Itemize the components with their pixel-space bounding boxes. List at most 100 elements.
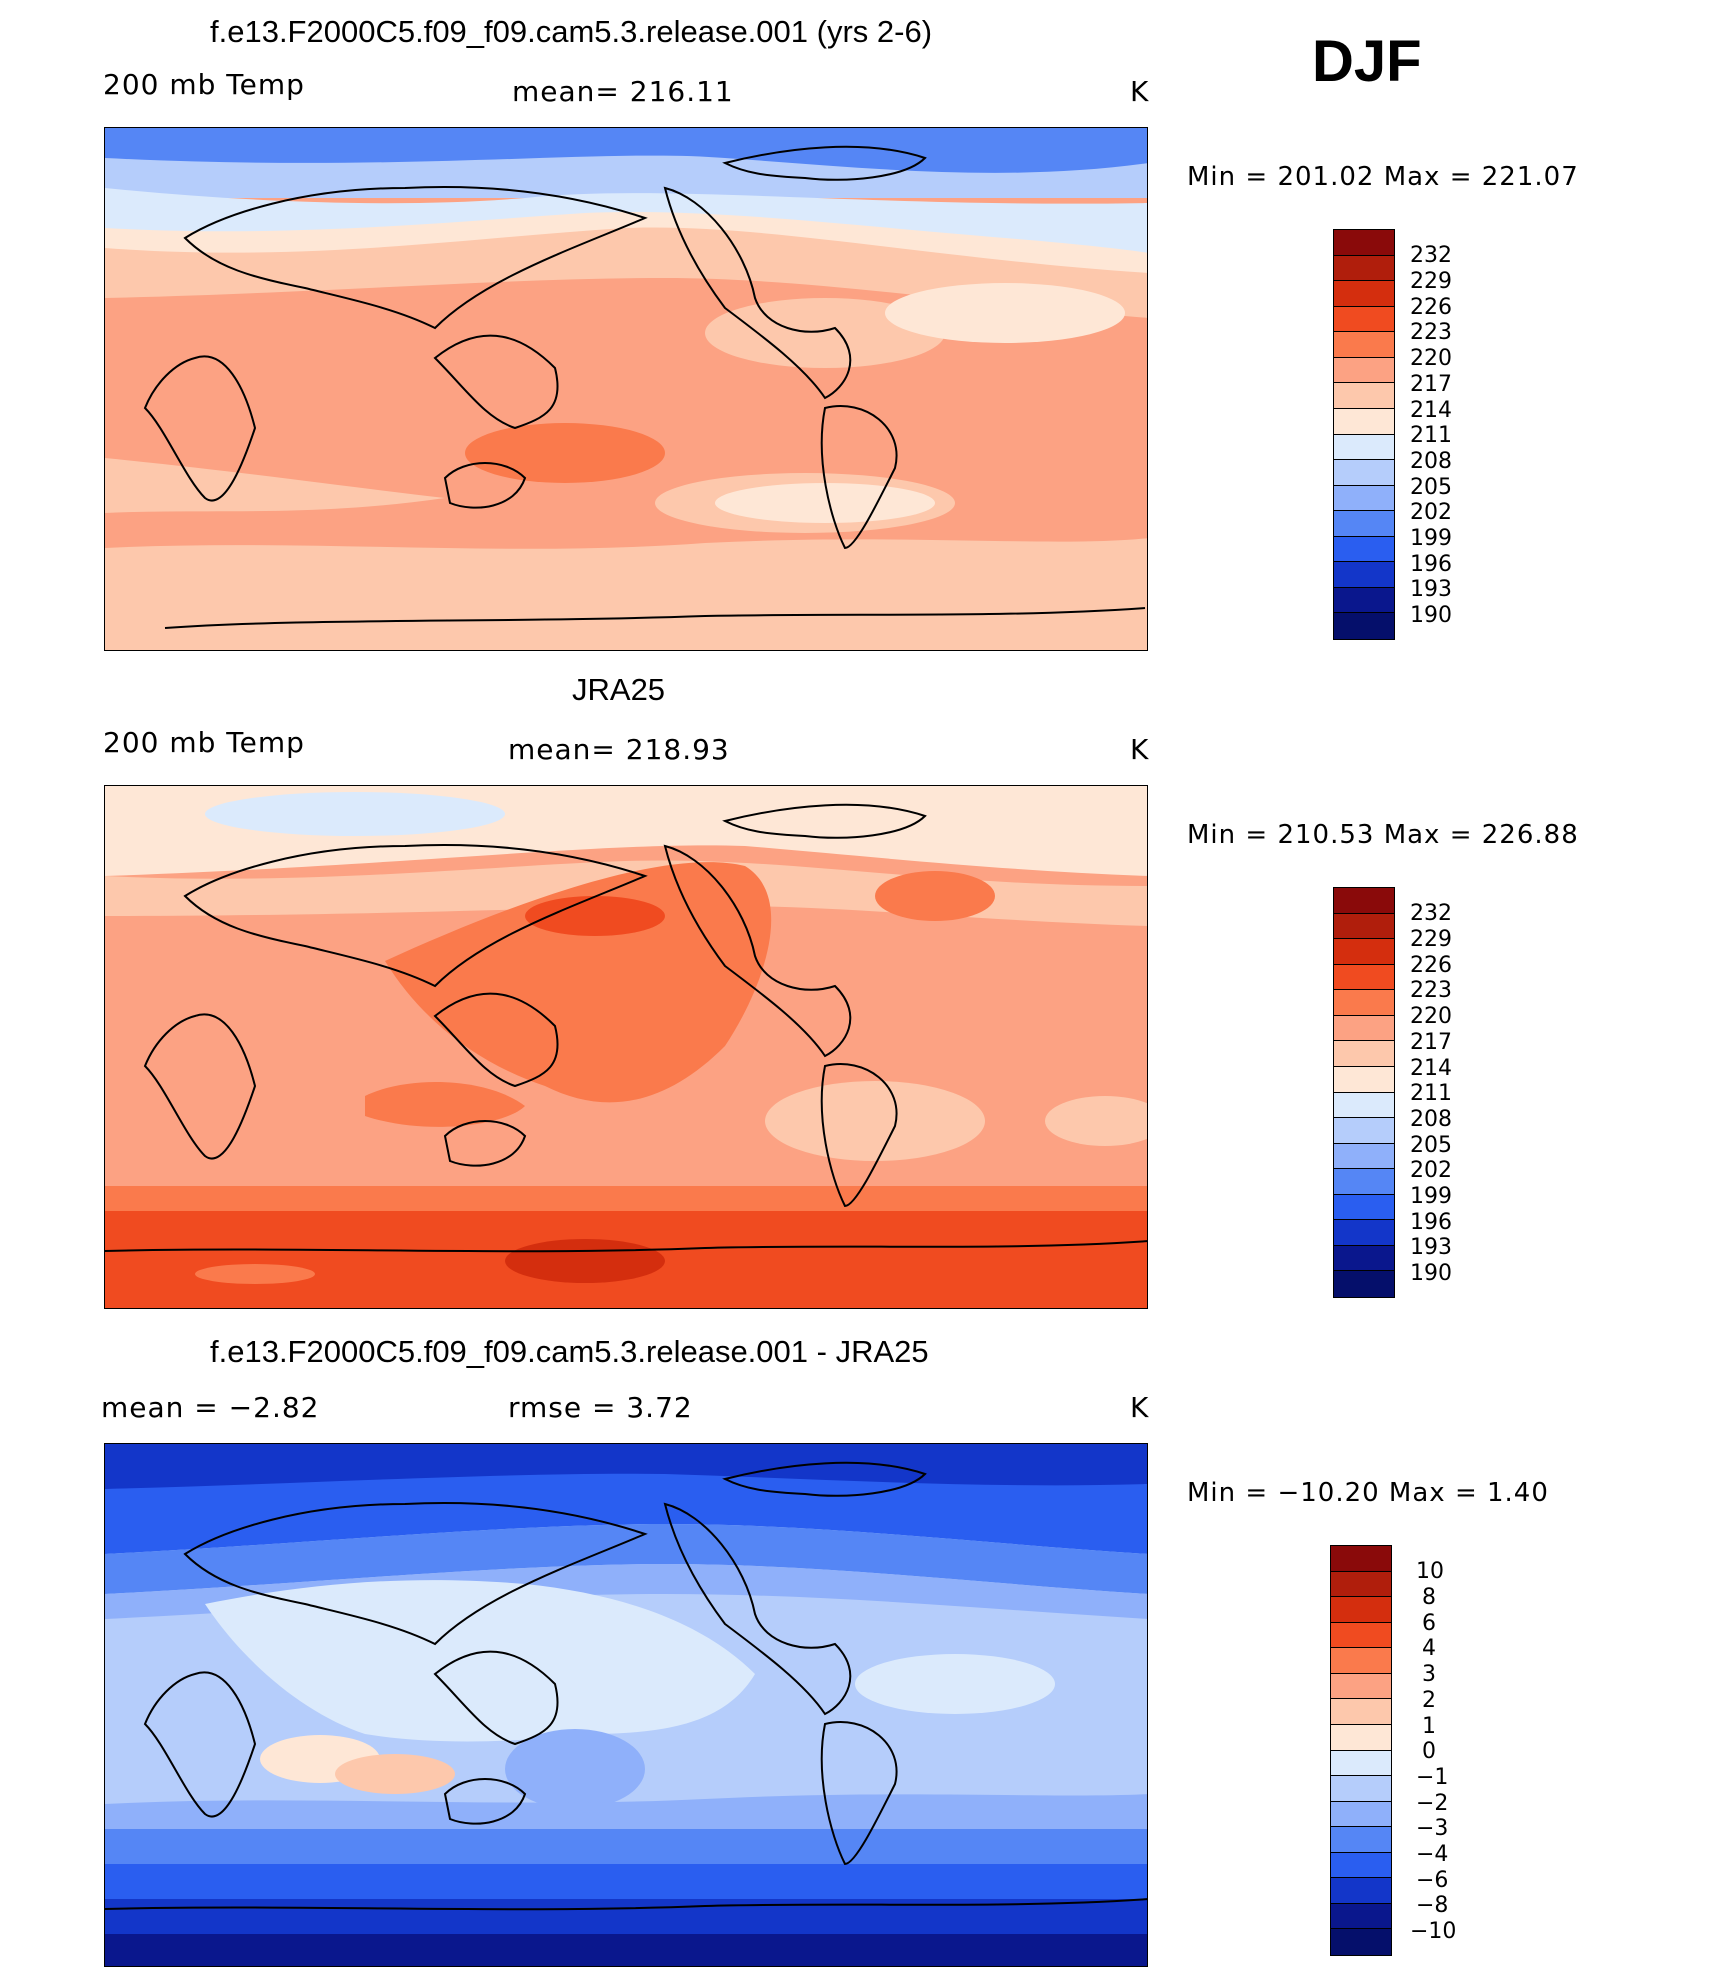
colorbar-swatch [1334, 587, 1394, 614]
colorbar-swatch [1334, 332, 1394, 358]
colorbar-label: −1 [1416, 1765, 1449, 1790]
colorbar-swatch [1334, 1220, 1394, 1246]
colorbar-label: 199 [1410, 526, 1452, 551]
colorbar-label: 220 [1410, 346, 1452, 371]
colorbar-label: 208 [1410, 1107, 1452, 1132]
colorbar-label: 232 [1410, 243, 1452, 268]
panel-1-title: f.e13.F2000C5.f09_f09.cam5.3.release.001… [210, 14, 933, 49]
colorbar-label: −6 [1416, 1868, 1449, 1893]
colorbar-swatch [1331, 1622, 1391, 1649]
colorbar-swatch [1331, 1852, 1391, 1879]
colorbar-label: 229 [1410, 269, 1452, 294]
colorbar-label: −3 [1416, 1816, 1449, 1841]
season-label: DJF [1312, 29, 1422, 94]
panel-1-mean: mean= 216.11 [512, 75, 734, 108]
colorbar-swatch [1334, 1143, 1394, 1170]
panel-1-colorbar [1333, 229, 1395, 640]
colorbar-label: 208 [1410, 449, 1452, 474]
colorbar-label: 2 [1422, 1688, 1436, 1713]
colorbar-swatch [1334, 281, 1394, 307]
colorbar-swatch [1334, 1118, 1394, 1144]
colorbar-swatch [1334, 562, 1394, 588]
colorbar-swatch [1334, 1245, 1394, 1272]
colorbar-swatch [1334, 1194, 1394, 1221]
colorbar-label: 217 [1410, 372, 1452, 397]
colorbar-label: −2 [1416, 1791, 1449, 1816]
colorbar-swatch [1331, 1724, 1391, 1751]
colorbar-label: 4 [1422, 1636, 1436, 1661]
panel-1-variable-label: 200 mb Temp [103, 68, 305, 101]
panel-3-colorbar-labels: 10 8 6 4 3 2 1 0 −1 −2 −3 −4 −6 −8 −10 [1400, 1545, 1480, 1956]
colorbar-swatch [1331, 1827, 1391, 1853]
panel-3-rmse: rmse = 3.72 [508, 1391, 693, 1424]
colorbar-swatch [1334, 964, 1394, 991]
colorbar-label: 193 [1410, 1235, 1452, 1260]
panel-1-minmax: Min = 201.02 Max = 221.07 [1187, 162, 1579, 192]
colorbar-swatch [1331, 1648, 1391, 1674]
panel-1-map [104, 127, 1148, 651]
colorbar-label: 226 [1410, 953, 1452, 978]
colorbar-swatch [1331, 1571, 1391, 1598]
panel-2-map [104, 785, 1148, 1309]
colorbar-label: 190 [1410, 603, 1452, 628]
colorbar-label: 196 [1410, 552, 1452, 577]
panel-3-map [104, 1443, 1148, 1967]
colorbar-swatch [1331, 1801, 1391, 1828]
colorbar-label: 10 [1416, 1559, 1444, 1584]
panel-3-title: f.e13.F2000C5.f09_f09.cam5.3.release.001… [210, 1334, 929, 1369]
panel-2-variable-label: 200 mb Temp [103, 726, 305, 759]
panel-3-minmax: Min = −10.20 Max = 1.40 [1187, 1478, 1549, 1508]
colorbar-swatch [1334, 990, 1394, 1016]
colorbar-label: 220 [1410, 1004, 1452, 1029]
colorbar-label: 232 [1410, 901, 1452, 926]
colorbar-swatch [1331, 1597, 1391, 1623]
colorbar-swatch [1334, 613, 1394, 639]
colorbar-label: 205 [1410, 1133, 1452, 1158]
colorbar-swatch [1334, 230, 1394, 256]
colorbar-label: 190 [1410, 1261, 1452, 1286]
colorbar-swatch [1334, 485, 1394, 512]
colorbar-swatch [1334, 511, 1394, 537]
colorbar-label: 211 [1410, 423, 1452, 448]
colorbar-label: −8 [1416, 1893, 1449, 1918]
colorbar-label: 202 [1410, 500, 1452, 525]
panel-1-units: K [1130, 75, 1150, 108]
colorbar-swatch [1334, 460, 1394, 486]
colorbar-swatch [1331, 1546, 1391, 1572]
colorbar-swatch [1331, 1929, 1391, 1955]
colorbar-swatch [1334, 1066, 1394, 1093]
colorbar-label: 223 [1410, 978, 1452, 1003]
colorbar-label: 205 [1410, 475, 1452, 500]
panel-2-units: K [1130, 733, 1150, 766]
colorbar-swatch [1334, 383, 1394, 409]
colorbar-label: 217 [1410, 1030, 1452, 1055]
panel-3-colorbar [1330, 1545, 1392, 1956]
colorbar-label: −10 [1410, 1919, 1457, 1944]
colorbar-swatch [1334, 1092, 1394, 1119]
colorbar-swatch [1334, 1169, 1394, 1195]
panel-3-units: K [1130, 1391, 1150, 1424]
colorbar-swatch [1334, 1041, 1394, 1067]
colorbar-swatch [1334, 1271, 1394, 1297]
colorbar-swatch [1334, 357, 1394, 384]
panel-2-colorbar-labels: 232 229 226 223 220 217 214 211 208 205 … [1410, 887, 1490, 1298]
colorbar-label: 211 [1410, 1081, 1452, 1106]
colorbar-label: 0 [1422, 1739, 1436, 1764]
colorbar-swatch [1334, 1015, 1394, 1042]
panel-2-title: JRA25 [572, 672, 666, 707]
colorbar-swatch [1331, 1776, 1391, 1802]
colorbar-swatch [1334, 888, 1394, 914]
colorbar-swatch [1331, 1903, 1391, 1930]
colorbar-swatch [1331, 1699, 1391, 1725]
colorbar-swatch [1334, 255, 1394, 282]
panel-2-minmax: Min = 210.53 Max = 226.88 [1187, 820, 1579, 850]
colorbar-swatch [1334, 939, 1394, 965]
colorbar-label: 199 [1410, 1184, 1452, 1209]
colorbar-swatch [1331, 1878, 1391, 1904]
colorbar-swatch [1334, 913, 1394, 940]
colorbar-label: 3 [1422, 1662, 1436, 1687]
colorbar-label: 1 [1422, 1714, 1436, 1739]
panel-2-colorbar [1333, 887, 1395, 1298]
colorbar-label: −4 [1416, 1842, 1449, 1867]
colorbar-swatch [1334, 408, 1394, 435]
